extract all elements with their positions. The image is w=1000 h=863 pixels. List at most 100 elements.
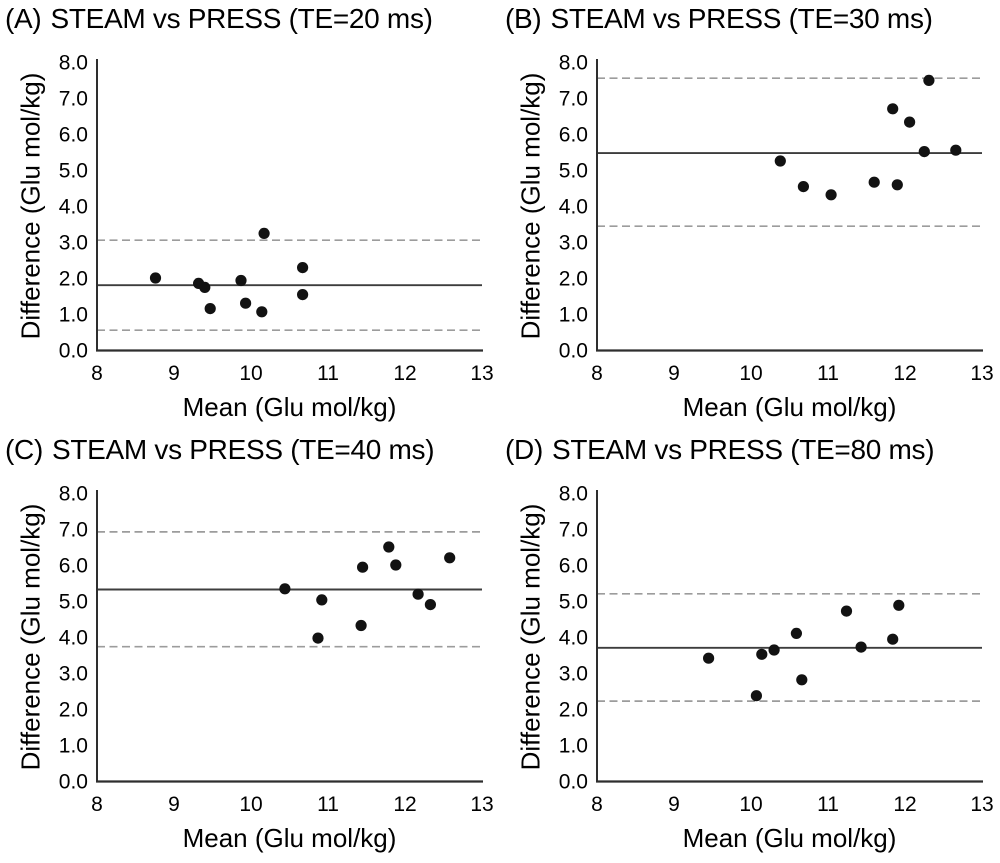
data-point (768, 644, 780, 656)
data-point (297, 262, 309, 274)
panel-b-title-text: STEAM vs PRESS (TE=30 ms) (550, 3, 933, 34)
y-tick-label: 7.0 (559, 88, 588, 111)
y-tick-label: 5.0 (59, 160, 88, 183)
data-point (887, 633, 899, 645)
y-tick-label: 3.0 (559, 663, 588, 686)
data-point (855, 641, 867, 653)
y-tick-label: 2.0 (559, 699, 588, 722)
x-tick-label: 10 (739, 793, 762, 816)
panel-a-y-axis-label: Difference (Glu mol/kg) (15, 72, 46, 340)
data-point (279, 583, 291, 595)
data-point (383, 541, 395, 553)
data-point (868, 176, 880, 188)
data-point (923, 74, 935, 86)
x-tick-label: 12 (893, 793, 916, 816)
panel-d: (D) STEAM vs PRESS (TE=80 ms) 0.0 1.0 2.0 3.… (500, 431, 1000, 863)
data-point (887, 103, 899, 115)
y-tick-label: 7.0 (559, 519, 588, 542)
y-tick-label: 4.0 (559, 196, 588, 219)
x-tick-label: 10 (239, 362, 262, 385)
panel-b-title: (B) STEAM vs PRESS (TE=30 ms) (505, 3, 933, 35)
x-tick-label: 13 (470, 362, 493, 385)
panel-d-scatter-plot: 0.0 1.0 2.0 3.0 4.0 5.0 6.0 7.0 8.0 8 9 10 11 12 13 (500, 431, 1000, 862)
panel-c: (C) STEAM vs PRESS (TE=40 ms) 0.0 1.0 2.0 3.… (0, 431, 500, 863)
y-tick-label: 4.0 (59, 196, 88, 219)
data-point (355, 619, 367, 632)
data-point (904, 116, 916, 128)
y-tick-label: 8.0 (559, 52, 588, 75)
data-point (774, 155, 786, 167)
y-tick-label: 8.0 (559, 483, 588, 506)
x-tick-label: 9 (668, 793, 680, 816)
data-point (412, 588, 424, 600)
panel-d-x-axis-label: Mean (Glu mol/kg) (682, 823, 897, 853)
data-point (256, 306, 268, 318)
x-tick-label: 11 (317, 362, 339, 385)
y-tick-label: 5.0 (559, 160, 588, 183)
panel-a: (A) STEAM vs PRESS (TE=20 ms) 0.0 1.0 2.0 3.… (0, 0, 500, 431)
x-tick-label: 8 (91, 362, 103, 385)
x-tick-label: 11 (817, 362, 839, 385)
data-point (891, 179, 903, 191)
data-point (796, 674, 808, 686)
x-tick-label: 8 (91, 793, 103, 816)
panel-c-x-axis-label: Mean (Glu mol/kg) (182, 823, 397, 853)
panel-b-y-axis-label: Difference (Glu mol/kg) (515, 72, 546, 340)
x-tick-label: 9 (168, 362, 180, 385)
data-point (790, 627, 802, 639)
data-point (357, 561, 369, 573)
x-tick-label: 10 (739, 362, 762, 385)
y-tick-label: 5.0 (59, 591, 88, 614)
y-tick-label: 6.0 (559, 124, 588, 147)
data-point (918, 146, 930, 158)
data-point (444, 552, 456, 564)
panel-a-label: (A) (5, 3, 42, 34)
data-point (258, 227, 270, 239)
data-point (750, 690, 762, 702)
x-tick-label: 13 (970, 793, 993, 816)
y-tick-label: 0.0 (59, 340, 88, 363)
y-tick-label: 2.0 (559, 268, 588, 291)
y-tick-label: 1.0 (59, 735, 88, 758)
data-point (797, 181, 809, 193)
x-tick-label: 11 (317, 793, 339, 816)
y-tick-label: 4.0 (59, 627, 88, 650)
x-tick-label: 12 (393, 362, 416, 385)
panel-d-title-text: STEAM vs PRESS (TE=80 ms) (551, 434, 935, 465)
panel-c-y-axis-label: Difference (Glu mol/kg) (15, 503, 46, 771)
data-point (149, 272, 162, 284)
data-point (703, 652, 715, 664)
y-tick-label: 0.0 (59, 771, 88, 794)
data-point (950, 144, 962, 156)
x-tick-label: 11 (817, 793, 839, 816)
data-point (316, 594, 328, 606)
y-tick-label: 6.0 (59, 124, 88, 147)
panel-b-scatter-plot: 0.0 1.0 2.0 3.0 4.0 5.0 6.0 7.0 8.0 8 9 10 11 12 13 (500, 0, 1000, 431)
panel-b: (B) STEAM vs PRESS (TE=30 ms) 0.0 1.0 2.0 3.… (500, 0, 1000, 431)
x-tick-label: 8 (591, 362, 603, 385)
x-tick-label: 8 (591, 793, 603, 816)
y-tick-label: 1.0 (559, 304, 588, 327)
data-point (235, 274, 247, 287)
x-tick-label: 9 (668, 362, 680, 385)
data-point (204, 303, 216, 315)
y-tick-label: 1.0 (559, 735, 588, 758)
y-tick-label: 8.0 (59, 483, 88, 506)
panel-c-scatter-plot: 0.0 1.0 2.0 3.0 4.0 5.0 6.0 7.0 8.0 8 9 10 11 12 13 (0, 431, 500, 862)
panel-a-x-axis-label: Mean (Glu mol/kg) (182, 392, 397, 422)
panel-a-scatter-plot: 0.0 1.0 2.0 3.0 4.0 5.0 6.0 7.0 8.0 8 9 10 11 12 13 (0, 0, 500, 431)
y-tick-label: 0.0 (559, 771, 588, 794)
y-tick-label: 2.0 (59, 699, 88, 722)
y-tick-label: 8.0 (59, 52, 88, 75)
y-tick-label: 7.0 (59, 88, 88, 111)
panel-d-title: (D) STEAM vs PRESS (TE=80 ms) (505, 434, 935, 466)
panel-c-title: (C) STEAM vs PRESS (TE=40 ms) (5, 434, 435, 466)
y-tick-label: 3.0 (59, 232, 88, 255)
x-tick-label: 12 (893, 362, 916, 385)
panel-b-x-axis-label: Mean (Glu mol/kg) (682, 392, 897, 422)
y-tick-label: 2.0 (59, 268, 88, 291)
panel-d-label: (D) (505, 434, 543, 465)
y-tick-label: 0.0 (559, 340, 588, 363)
panel-c-title-text: STEAM vs PRESS (TE=40 ms) (51, 434, 435, 465)
